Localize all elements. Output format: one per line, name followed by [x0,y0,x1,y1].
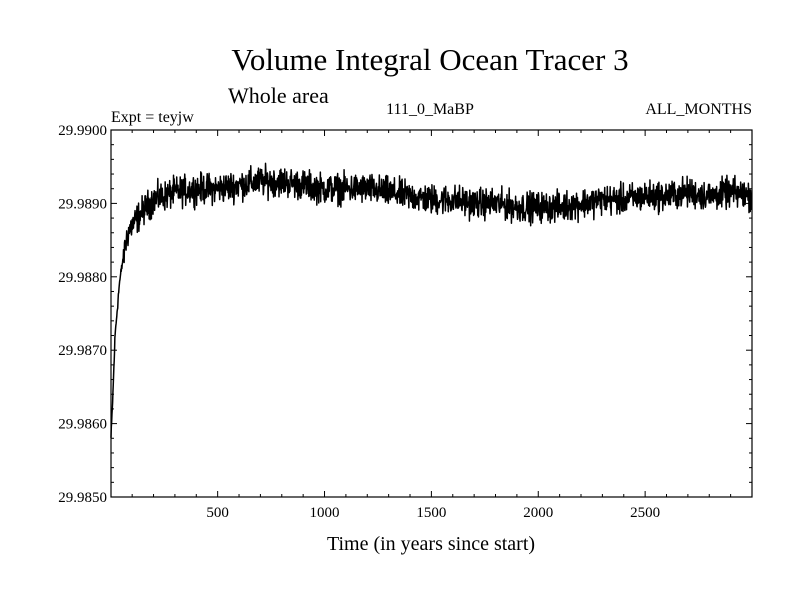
months-label: ALL_MONTHS [645,101,752,118]
y-axis-ticks: 29.9850 29.9860 29.9870 29.9880 29.9890 29.99… [58,123,752,506]
y-tick-label: 29.9860 [58,417,107,433]
chart-subtitle: Whole area [228,83,329,108]
x-tick-label: 2500 [630,505,660,521]
x-tick-label: 500 [206,505,229,521]
y-tick-label: 29.9870 [58,343,107,359]
series-line [110,162,753,438]
run-label: 111_0_MaBP [386,101,474,118]
y-tick-label: 29.9900 [58,123,107,139]
x-axis-ticks: 500 1000 1500 2000 2500 [131,130,732,521]
chart-title: Volume Integral Ocean Tracer 3 [231,42,628,77]
x-tick-label: 2000 [523,505,553,521]
x-tick-label: 1500 [416,505,446,521]
x-tick-label: 1000 [310,505,340,521]
y-tick-label: 29.9890 [58,196,107,212]
x-axis-label: Time (in years since start) [327,533,535,555]
experiment-label: Expt = teyjw [111,109,194,126]
y-tick-label: 29.9880 [58,270,107,286]
y-tick-label: 29.9850 [58,490,107,506]
